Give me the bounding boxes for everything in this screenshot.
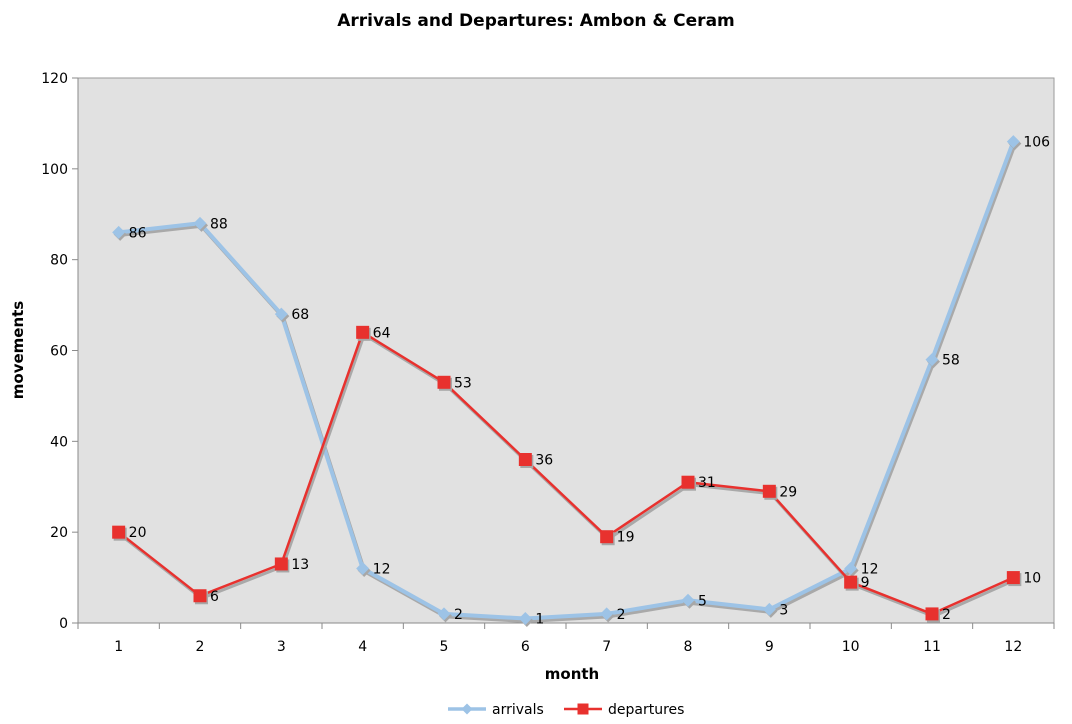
- x-tick-label: 7: [602, 639, 611, 655]
- x-axis-title: month: [545, 665, 599, 683]
- x-tick-label: 12: [1004, 639, 1022, 655]
- y-tick-label: 20: [50, 525, 68, 541]
- data-point-arrivals: [518, 611, 532, 625]
- x-tick-label: 4: [358, 639, 367, 655]
- data-point-departures: [600, 530, 614, 544]
- y-tick-label: 60: [50, 344, 68, 360]
- data-point-departures: [437, 375, 451, 389]
- data-point-departures: [274, 557, 288, 571]
- data-label-arrivals: 86: [129, 225, 147, 241]
- plot-area: [77, 77, 1055, 624]
- y-tick-label: 120: [41, 71, 68, 87]
- legend-marker-departures: [577, 703, 589, 715]
- legend: arrivals departures: [448, 702, 684, 718]
- data-label-arrivals: 68: [291, 307, 309, 323]
- series-layer: [112, 135, 1022, 627]
- data-label-departures: 19: [617, 530, 635, 546]
- data-label-departures: 36: [535, 453, 553, 469]
- data-label-arrivals: 5: [698, 593, 707, 609]
- data-point-arrivals: [274, 307, 288, 321]
- data-point-arrivals: [681, 593, 695, 607]
- data-point-arrivals: [1006, 135, 1020, 149]
- data-point-arrivals: [844, 562, 858, 575]
- data-point-departures: [356, 325, 370, 339]
- data-label-departures: 13: [291, 557, 309, 573]
- y-tick-label: 80: [50, 253, 68, 269]
- legend-label: arrivals: [492, 702, 544, 718]
- data-label-departures: 10: [1023, 571, 1041, 587]
- data-point-arrivals: [762, 602, 776, 616]
- chart-title: Arrivals and Departures: Ambon & Ceram: [337, 11, 735, 31]
- data-point-arrivals: [437, 607, 451, 621]
- data-point-departures: [1006, 571, 1020, 585]
- x-axis: 1 2 3 4 5 6 7 8 9 10 11 12: [77, 622, 1055, 655]
- x-tick-label: 10: [842, 639, 860, 655]
- data-point-departures: [518, 453, 532, 466]
- x-tick-label: 9: [765, 639, 774, 655]
- data-label-arrivals: 2: [454, 607, 463, 623]
- y-axis: 0 20 40 60 80 100 120: [41, 71, 79, 632]
- x-tick-label: 11: [923, 639, 941, 655]
- data-label-departures: 31: [698, 475, 716, 491]
- legend-marker-arrivals: [461, 703, 473, 715]
- y-tick-label: 100: [41, 162, 68, 178]
- data-label-departures: 9: [861, 575, 870, 591]
- data-point-departures: [762, 484, 776, 498]
- x-tick-label: 1: [114, 639, 123, 655]
- data-point-arrivals: [112, 225, 126, 239]
- data-label-departures: 2: [942, 607, 951, 623]
- data-label-arrivals: 1: [535, 611, 544, 627]
- legend-item-arrivals: arrivals: [448, 702, 544, 718]
- data-label-arrivals: 2: [617, 607, 626, 623]
- data-label-arrivals: 88: [210, 216, 228, 232]
- data-point-departures: [925, 607, 939, 621]
- y-tick-label: 40: [50, 434, 68, 450]
- x-tick-label: 3: [277, 639, 286, 655]
- data-point-arrivals: [356, 562, 370, 575]
- x-tick-label: 8: [684, 639, 693, 655]
- legend-item-departures: departures: [564, 702, 684, 718]
- data-label-departures: 6: [210, 589, 219, 605]
- data-label-departures: 53: [454, 375, 472, 391]
- data-label-arrivals: 12: [373, 562, 391, 578]
- data-label-departures: 29: [779, 484, 797, 500]
- data-point-departures: [681, 475, 695, 489]
- data-point-arrivals: [925, 353, 939, 367]
- data-label-arrivals: 3: [779, 602, 788, 618]
- data-label-arrivals: 106: [1023, 135, 1050, 151]
- x-tick-label: 5: [440, 639, 449, 655]
- x-tick-label: 6: [521, 639, 530, 655]
- series-departures: [112, 325, 1022, 623]
- data-label-departures: 20: [129, 525, 147, 541]
- data-label-arrivals: 12: [861, 562, 879, 578]
- data-point-arrivals: [193, 216, 207, 230]
- y-axis-title: movements: [9, 301, 27, 400]
- data-label-departures: 64: [373, 325, 391, 341]
- data-point-departures: [844, 575, 858, 589]
- y-tick-label: 0: [59, 616, 68, 632]
- series-arrivals: [112, 135, 1022, 627]
- legend-label: departures: [608, 702, 684, 718]
- data-point-departures: [112, 525, 126, 539]
- series-line-arrivals: [118, 140, 1016, 621]
- data-label-arrivals: 58: [942, 353, 960, 369]
- x-tick-label: 2: [196, 639, 205, 655]
- series-line-departures: [117, 331, 1014, 616]
- data-point-arrivals: [600, 607, 614, 621]
- data-point-departures: [193, 589, 207, 603]
